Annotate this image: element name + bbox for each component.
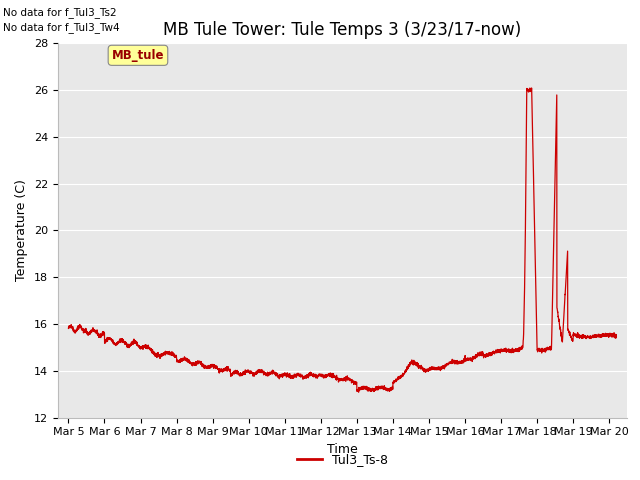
Title: MB Tule Tower: Tule Temps 3 (3/23/17-now): MB Tule Tower: Tule Temps 3 (3/23/17-now…	[163, 21, 522, 39]
Y-axis label: Temperature (C): Temperature (C)	[15, 180, 28, 281]
X-axis label: Time: Time	[327, 443, 358, 456]
Text: No data for f_Tul3_Ts2: No data for f_Tul3_Ts2	[3, 7, 117, 18]
Text: No data for f_Tul3_Tw4: No data for f_Tul3_Tw4	[3, 22, 120, 33]
Legend: Tul3_Ts-8: Tul3_Ts-8	[292, 448, 393, 471]
Text: MB_tule: MB_tule	[112, 49, 164, 62]
